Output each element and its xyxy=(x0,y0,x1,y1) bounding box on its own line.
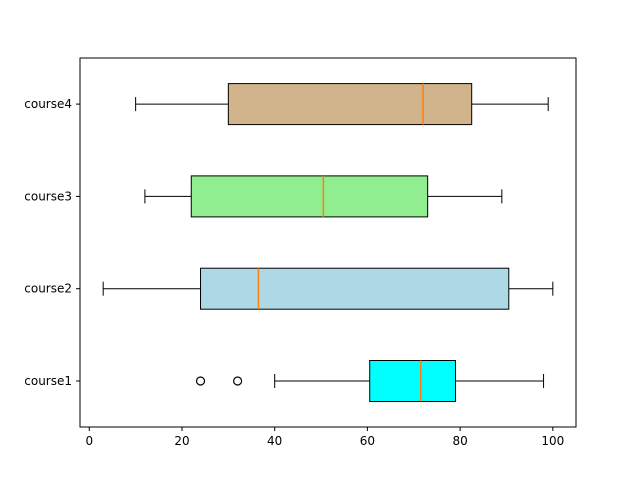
y-tick-label: course3 xyxy=(24,189,72,203)
plot-frame xyxy=(79,57,577,428)
y-tick-label: course2 xyxy=(24,282,72,296)
x-tick-label: 100 xyxy=(541,434,564,448)
box-course1 xyxy=(369,360,456,402)
y-tick-label: course4 xyxy=(24,97,72,111)
box-course3 xyxy=(190,175,429,218)
box-course2 xyxy=(200,267,510,310)
x-tick-label: 20 xyxy=(174,434,189,448)
outlier-point xyxy=(195,376,206,386)
y-tick-label: course1 xyxy=(24,374,72,388)
x-tick-label: 0 xyxy=(85,434,93,448)
x-tick-label: 40 xyxy=(267,434,282,448)
plot-area: 0 20 40 60 80 100 course1 course2 course3 course4 xyxy=(24,57,577,448)
x-tick-label: 60 xyxy=(360,434,375,448)
x-tick-label: 80 xyxy=(452,434,467,448)
box-course4 xyxy=(227,83,473,126)
outlier-point xyxy=(233,376,243,386)
